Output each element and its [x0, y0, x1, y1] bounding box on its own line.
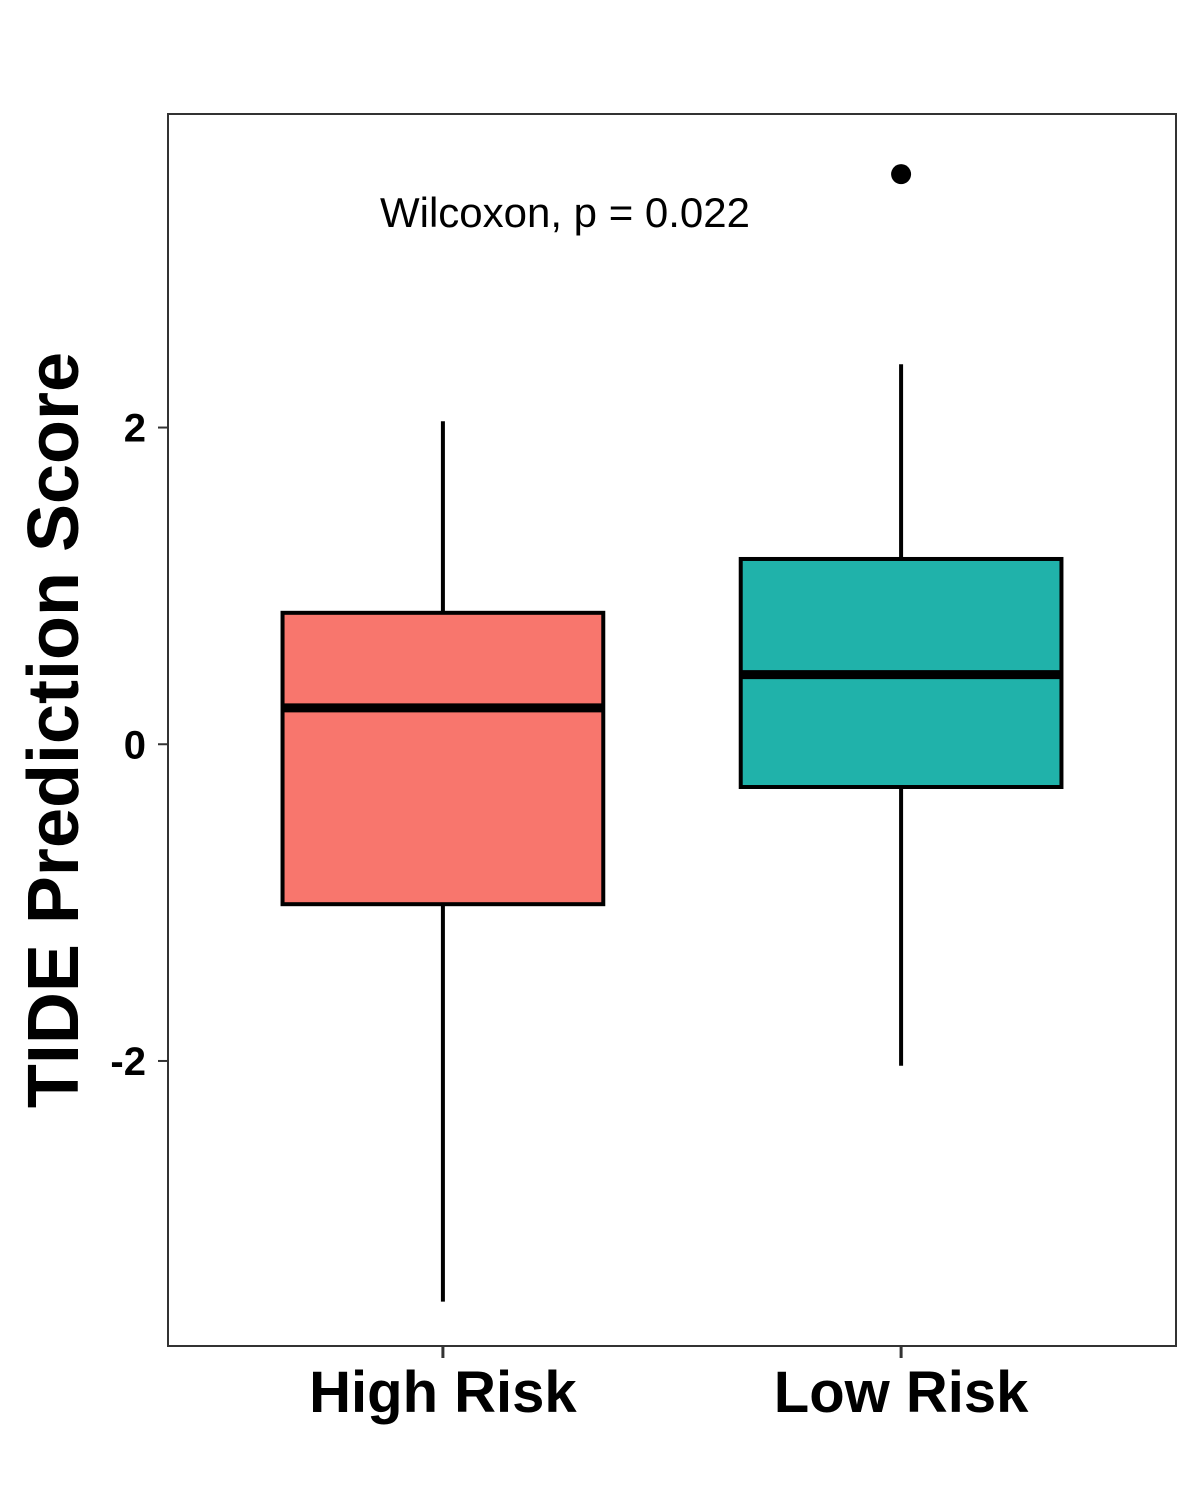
y-tick-label: 2 [124, 407, 146, 451]
box [280, 610, 606, 907]
box-group [280, 421, 606, 1302]
y-axis-title: TIDE Prediction Score [14, 352, 94, 1108]
y-axis: -2 0 2 [110, 407, 168, 1084]
x-tick-label: High Risk [309, 1360, 577, 1425]
x-tick-label: Low Risk [774, 1360, 1029, 1425]
outlier-point [891, 164, 912, 185]
box-group [738, 164, 1064, 1066]
boxes-layer [280, 164, 1064, 1302]
x-axis: High Risk Low Risk [309, 1346, 1029, 1425]
y-tick-label: 0 [124, 723, 146, 767]
wilcoxon-annotation: Wilcoxon, p = 0.022 [380, 189, 750, 236]
y-tick-label: -2 [110, 1040, 146, 1084]
